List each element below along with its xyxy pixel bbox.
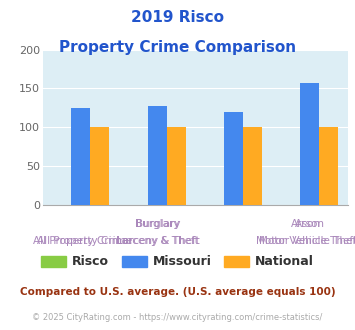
Bar <box>90 127 109 205</box>
Bar <box>71 108 90 205</box>
Text: Burglary: Burglary <box>135 219 179 229</box>
Text: Larceny & Theft: Larceny & Theft <box>117 236 200 246</box>
Legend: Risco, Missouri, National: Risco, Missouri, National <box>36 250 319 274</box>
Text: Property Crime Comparison: Property Crime Comparison <box>59 40 296 54</box>
Text: Motor Vehicle Theft: Motor Vehicle Theft <box>259 236 355 246</box>
Text: © 2025 CityRating.com - https://www.cityrating.com/crime-statistics/: © 2025 CityRating.com - https://www.city… <box>32 314 323 322</box>
Text: Burglary: Burglary <box>136 219 180 229</box>
Bar <box>243 127 262 205</box>
Text: All Property Crime: All Property Crime <box>33 236 128 246</box>
Bar <box>300 83 319 205</box>
Text: Arson: Arson <box>291 219 321 229</box>
Text: Compared to U.S. average. (U.S. average equals 100): Compared to U.S. average. (U.S. average … <box>20 287 335 297</box>
Text: 2019 Risco: 2019 Risco <box>131 10 224 25</box>
Text: Motor Vehicle Theft: Motor Vehicle Theft <box>256 236 355 246</box>
Text: Larceny & Theft: Larceny & Theft <box>116 236 198 246</box>
Text: All Property Crime: All Property Crime <box>37 236 132 246</box>
Text: Arson: Arson <box>295 219 325 229</box>
Bar <box>166 127 186 205</box>
Bar <box>148 106 166 205</box>
Bar <box>319 127 338 205</box>
Bar <box>224 112 243 205</box>
